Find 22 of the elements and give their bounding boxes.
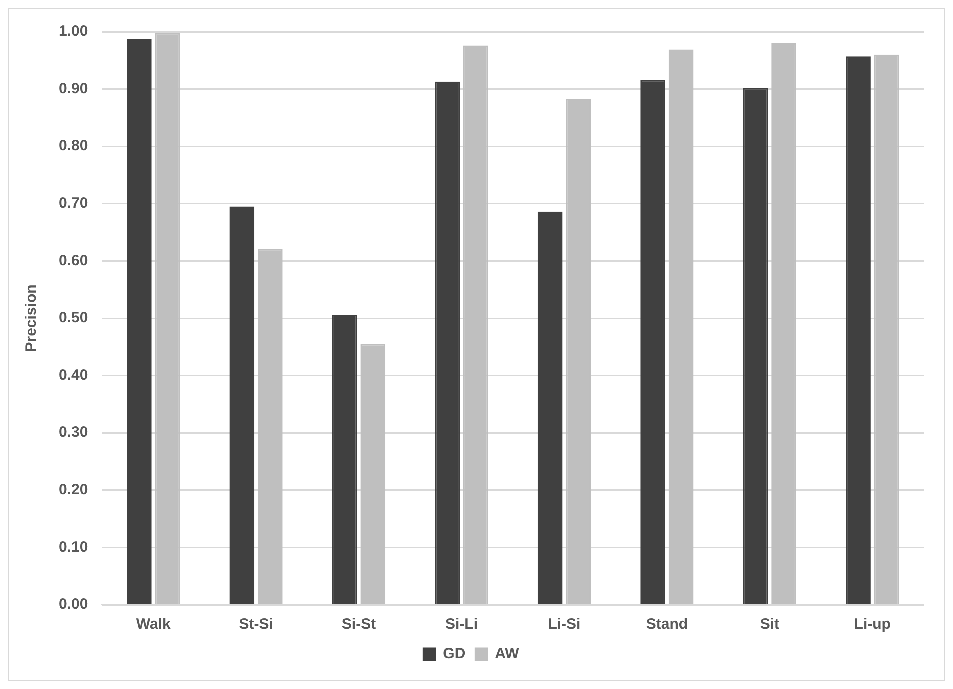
y-tick-label: 0.20 [58, 482, 88, 499]
y-tick-label: 0.90 [58, 80, 88, 98]
x-tick-label: St-Si [239, 616, 274, 634]
x-tick-label: Si-Li [445, 616, 478, 634]
y-tick-label: 0.10 [58, 538, 88, 556]
y-tick-label: 0.30 [58, 424, 88, 442]
legend-label: GD [443, 646, 466, 663]
y-tick-label: 0.40 [58, 366, 88, 384]
x-tick-label: Li-up [854, 616, 891, 634]
legend-label: AW [495, 646, 520, 663]
x-tick-label: Sit [760, 616, 780, 634]
x-tick-label: Li-Si [548, 616, 581, 634]
y-axis-title: Precision [23, 284, 40, 352]
x-tick-label: Walk [136, 616, 172, 634]
x-tick-label: Si-St [342, 616, 376, 634]
x-tick-label: Stand [646, 616, 688, 634]
y-tick-label: 0.80 [58, 138, 88, 155]
y-tick-label: 0.00 [58, 596, 88, 614]
y-tick-label: 0.70 [58, 195, 88, 212]
y-tick-label: 1.00 [58, 23, 88, 40]
y-tick-label: 0.50 [58, 310, 88, 327]
y-tick-label: 0.60 [58, 252, 88, 270]
